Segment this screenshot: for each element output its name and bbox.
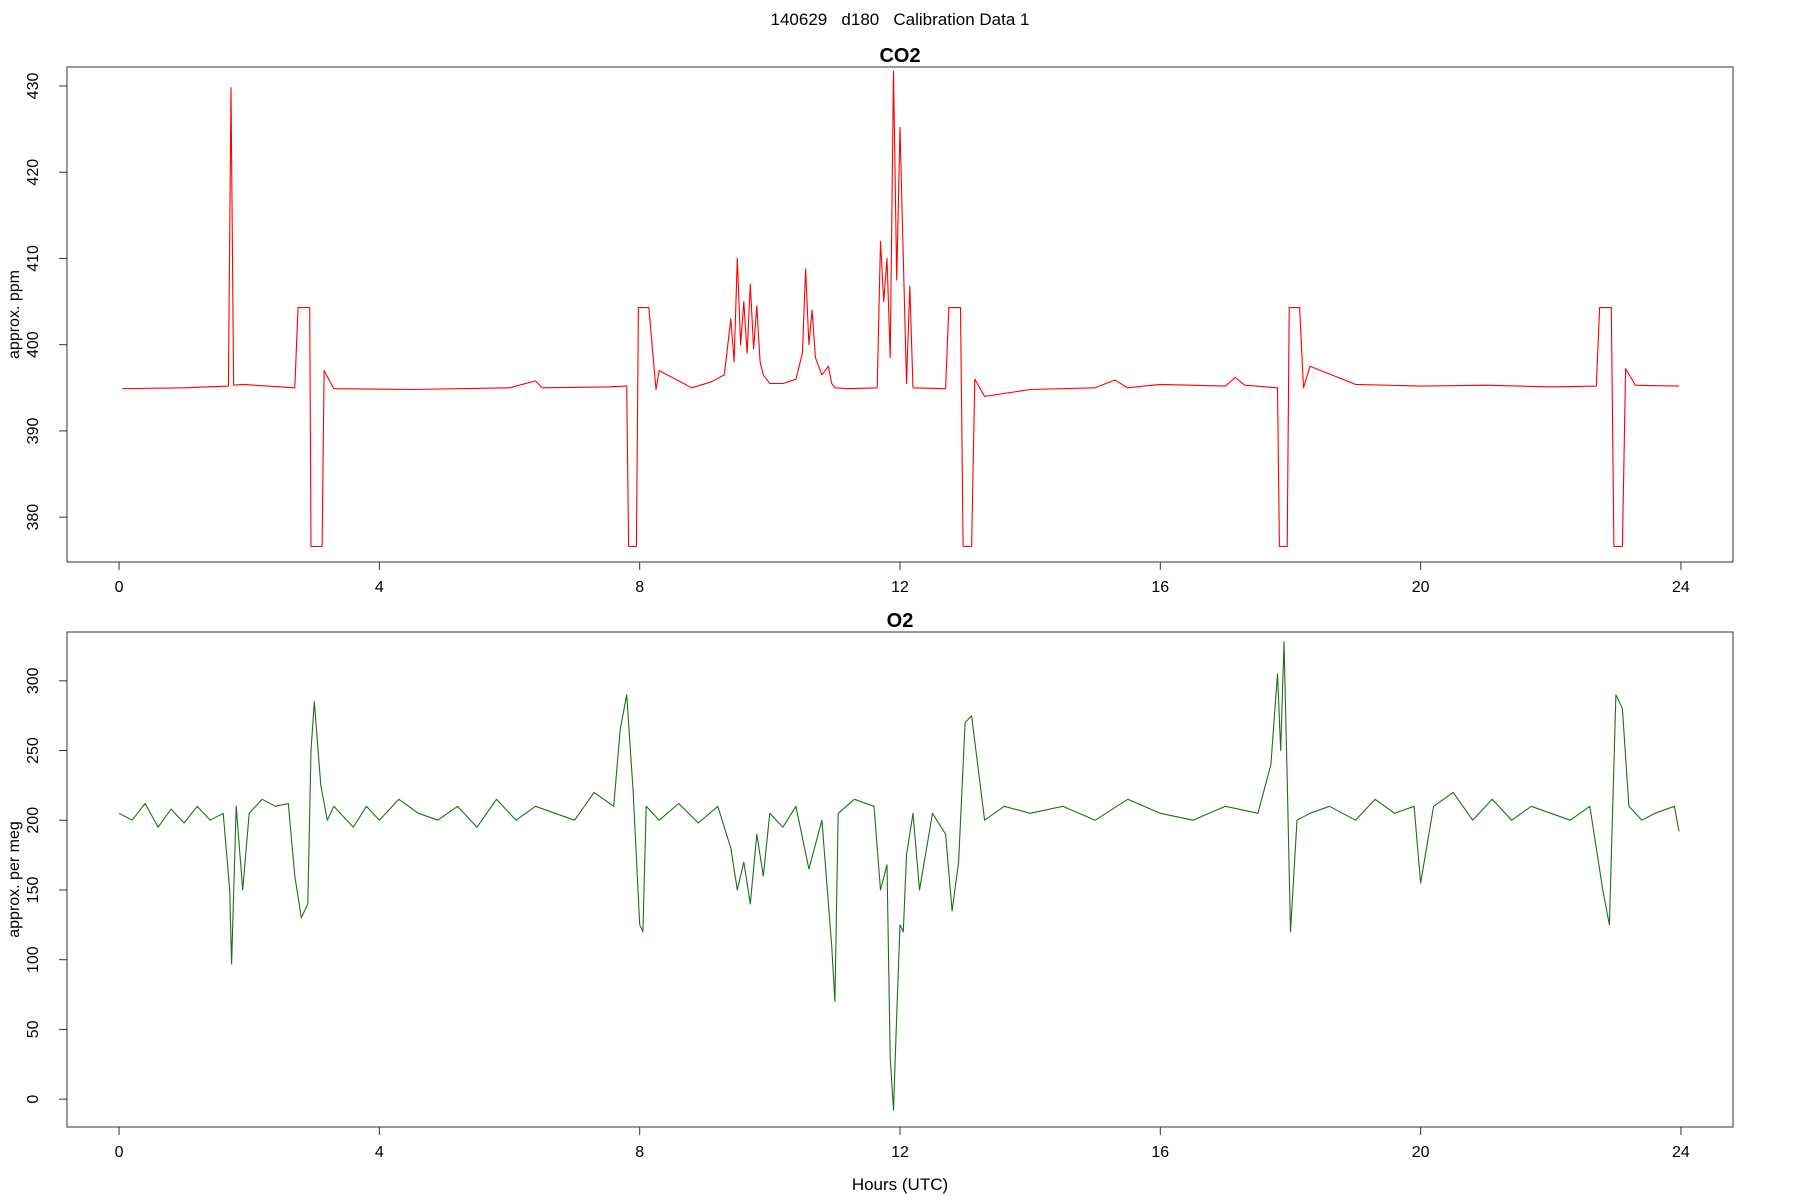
x-tick-label: 0 [115, 1144, 124, 1161]
x-axis-label: Hours (UTC) [852, 1175, 948, 1194]
series-line [118, 641, 1680, 1111]
x-tick-label: 16 [1151, 579, 1169, 596]
y-tick-label: 150 [25, 877, 42, 904]
y-tick-label: 380 [25, 504, 42, 531]
x-tick-label: 24 [1672, 1144, 1690, 1161]
x-tick-label: 12 [891, 1144, 909, 1161]
x-tick-label: 12 [891, 579, 909, 596]
y-axis-label: approx. ppm [6, 270, 23, 359]
x-tick-label: 8 [635, 579, 644, 596]
y-tick-label: 430 [25, 73, 42, 100]
y-tick-label: 50 [25, 1020, 42, 1038]
o2-panel: O2 0 4 8 12 16 20 24 0 50 100 150 200 250 300 approx. p… [6, 610, 1734, 1194]
x-tick-label: 20 [1412, 1144, 1430, 1161]
x-tick-label: 4 [375, 1144, 384, 1161]
figure-title: 140629 d180 Calibration Data 1 [770, 10, 1030, 29]
y-tick-label: 420 [25, 159, 42, 186]
y-tick-label: 400 [25, 331, 42, 358]
x-tick-label: 16 [1151, 1144, 1169, 1161]
panel-title: O2 [887, 610, 914, 632]
x-tick-label: 24 [1672, 579, 1690, 596]
co2-panel: CO2 0 4 8 12 16 20 24 380 390 400 410 420 430 approx. … [6, 45, 1734, 596]
x-tick-label: 20 [1412, 579, 1430, 596]
x-tick-label: 4 [375, 579, 384, 596]
y-tick-label: 410 [25, 245, 42, 272]
y-tick-label: 0 [25, 1095, 42, 1104]
y-tick-label: 390 [25, 417, 42, 444]
panel-title: CO2 [879, 45, 920, 67]
x-tick-label: 0 [115, 579, 124, 596]
series-line [122, 70, 1680, 548]
y-tick-label: 250 [25, 737, 42, 764]
y-tick-label: 300 [25, 667, 42, 694]
y-tick-label: 100 [25, 946, 42, 973]
plot-frame [66, 631, 1734, 1128]
x-tick-label: 8 [635, 1144, 644, 1161]
y-axis-label: approx. per meg [6, 821, 23, 938]
y-tick-label: 200 [25, 807, 42, 834]
